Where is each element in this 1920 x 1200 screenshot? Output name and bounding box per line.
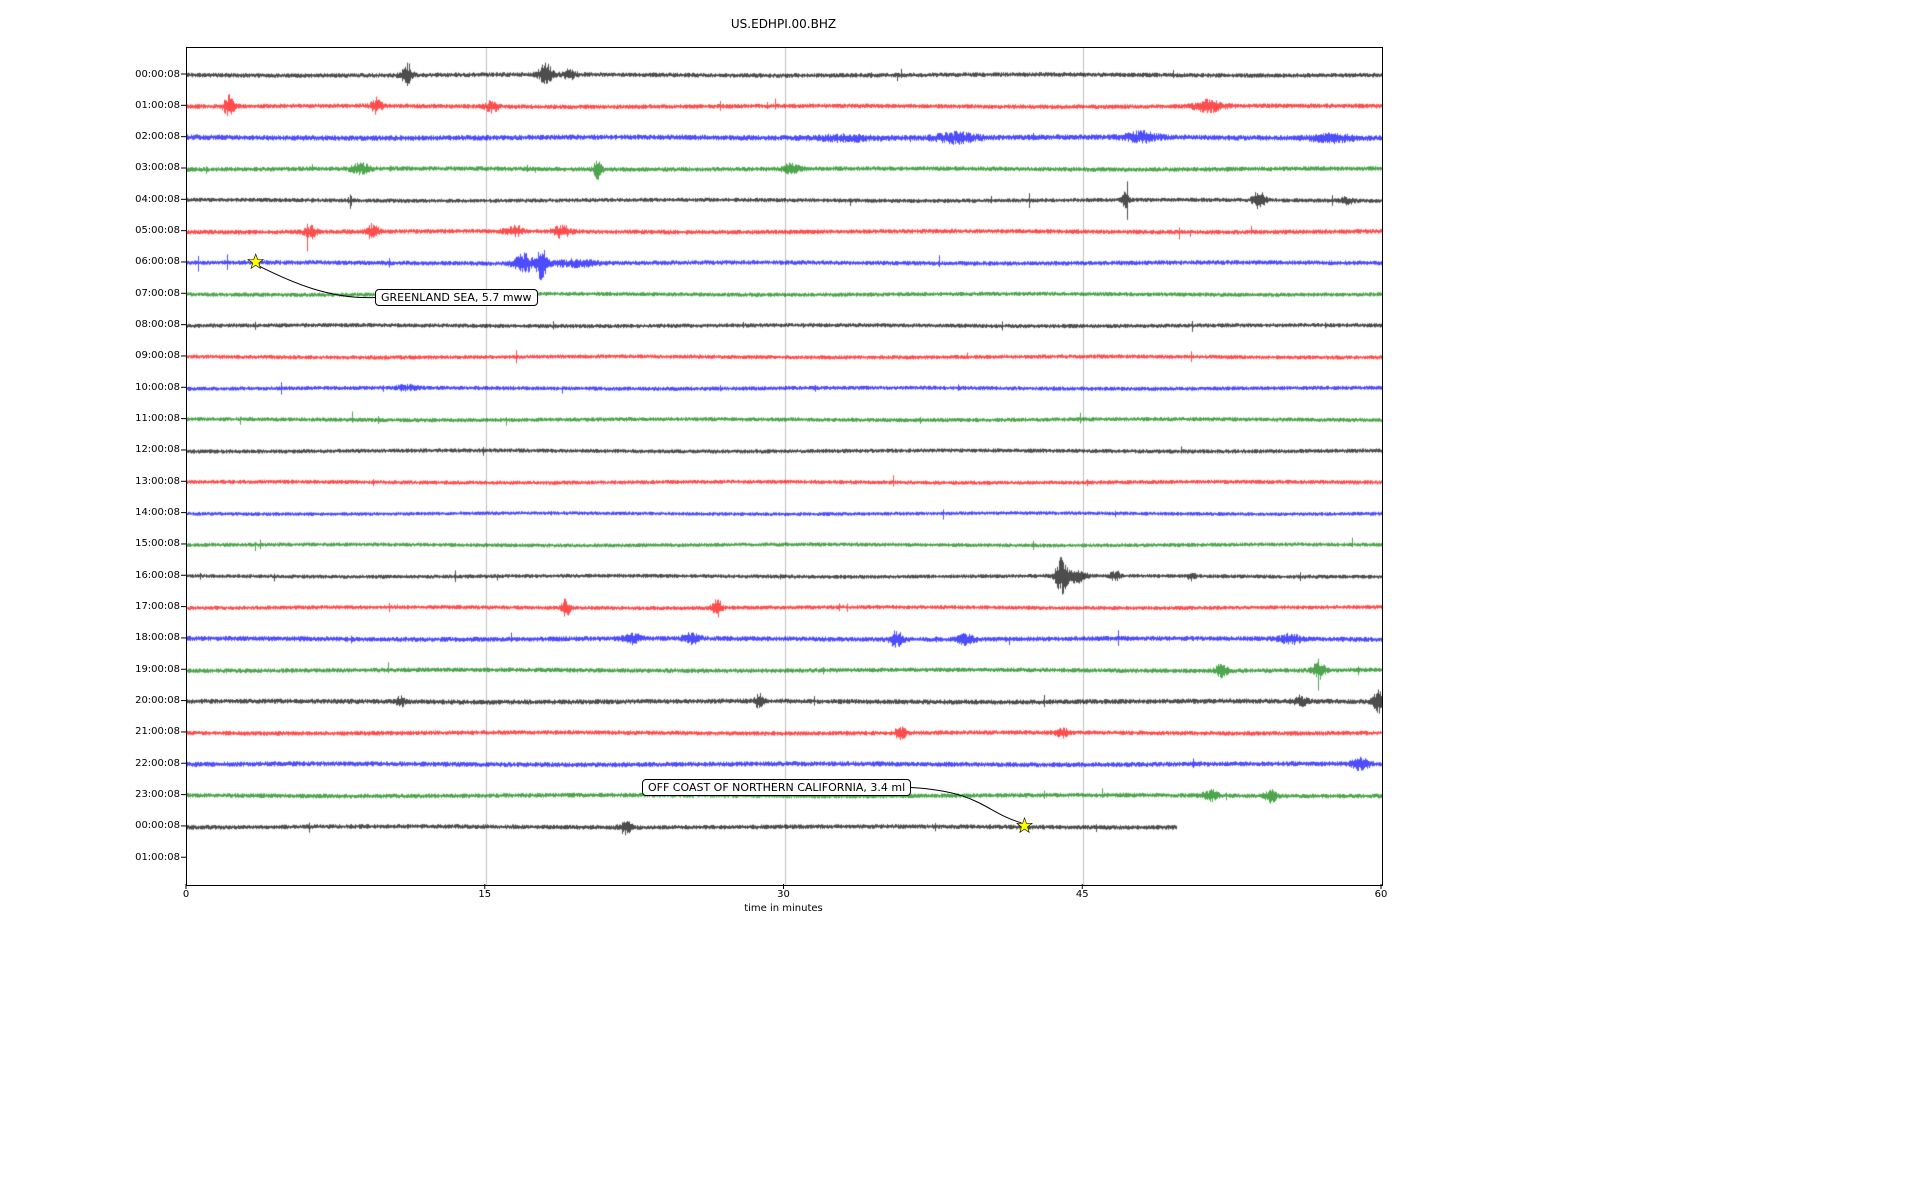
y-tick-label: 00:00:08 <box>135 68 180 80</box>
y-tick-label: 12:00:08 <box>135 444 180 456</box>
x-tick-label: 60 <box>1374 889 1388 900</box>
y-tick-label: 03:00:08 <box>135 162 180 174</box>
y-tick-label: 09:00:08 <box>135 350 180 362</box>
y-tick-label: 23:00:08 <box>135 789 180 801</box>
y-tick-label: 06:00:08 <box>135 256 180 268</box>
plot-area <box>186 47 1383 886</box>
y-tick-label: 19:00:08 <box>135 663 180 675</box>
x-tick-label: 45 <box>1075 889 1089 900</box>
y-tick-label: 13:00:08 <box>135 475 180 487</box>
y-tick-label: 14:00:08 <box>135 507 180 519</box>
y-tick-label: 22:00:08 <box>135 757 180 769</box>
event-annotation: GREENLAND SEA, 5.7 mww <box>375 289 538 306</box>
x-tick-label: 15 <box>478 889 492 900</box>
y-tick-label: 01:00:08 <box>135 851 180 863</box>
y-tick-label: 00:00:08 <box>135 820 180 832</box>
x-tick-label: 0 <box>182 889 190 900</box>
y-tick-label: 21:00:08 <box>135 726 180 738</box>
x-tick-label: 30 <box>777 889 790 900</box>
y-tick-label: 11:00:08 <box>135 413 180 425</box>
seismogram-canvas <box>187 48 1382 885</box>
y-tick-label: 16:00:08 <box>135 569 180 581</box>
y-tick-label: 04:00:08 <box>135 193 180 205</box>
y-tick-label: 02:00:08 <box>135 131 180 143</box>
plot-title: US.EDHPI.00.BHZ <box>730 17 837 31</box>
y-tick-label: 15:00:08 <box>135 538 180 550</box>
y-tick-label: 08:00:08 <box>135 319 180 331</box>
y-tick-label: 17:00:08 <box>135 601 180 613</box>
y-tick-label: 07:00:08 <box>135 287 180 299</box>
y-tick-label: 18:00:08 <box>135 632 180 644</box>
y-tick-label: 10:00:08 <box>135 381 180 393</box>
y-tick-label: 01:00:08 <box>135 99 180 111</box>
y-tick-label: 05:00:08 <box>135 225 180 237</box>
x-axis-label: time in minutes <box>744 903 823 914</box>
y-tick-label: 20:00:08 <box>135 695 180 707</box>
event-annotation: OFF COAST OF NORTHERN CALIFORNIA, 3.4 ml <box>642 779 912 796</box>
